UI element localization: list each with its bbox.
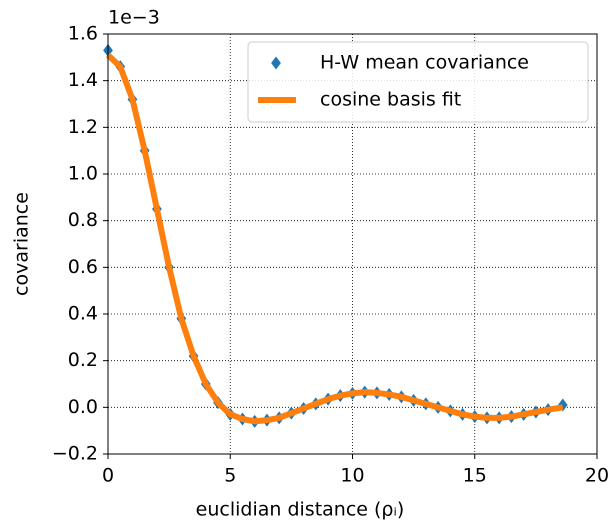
y-tick-label: 1.2: [68, 116, 98, 138]
y-tick-label: 0.0: [68, 396, 98, 418]
y-tick-label: −0.2: [52, 443, 98, 465]
x-tick-label: 15: [463, 465, 487, 487]
legend-marker: [271, 56, 281, 70]
plot-frame: [107, 33, 598, 455]
y-tick-label: 1.6: [68, 23, 98, 45]
y-offset-text: 1e−3: [108, 7, 160, 29]
x-tick-label: 0: [102, 465, 114, 487]
fit-line: [105, 52, 564, 425]
y-tick-label: 0.8: [68, 209, 98, 231]
x-tick-label: 20: [585, 465, 609, 487]
legend-box: [247, 41, 589, 123]
y-tick-label: 0.2: [68, 349, 98, 371]
x-axis-label: euclidian distance (ρᵢ): [196, 499, 405, 521]
legend-label: cosine basis fit: [320, 89, 461, 111]
y-tick-label: 0.4: [68, 303, 98, 325]
y-tick-label: 0.6: [68, 256, 98, 278]
y-tick-label: 1.0: [68, 163, 98, 185]
x-tick-label: 10: [340, 465, 364, 487]
legend-label: H-W mean covariance: [320, 52, 529, 74]
y-tick-label: 1.4: [68, 69, 98, 91]
y-axis-label: covariance: [11, 192, 33, 296]
x-tick-label: 5: [224, 465, 236, 487]
